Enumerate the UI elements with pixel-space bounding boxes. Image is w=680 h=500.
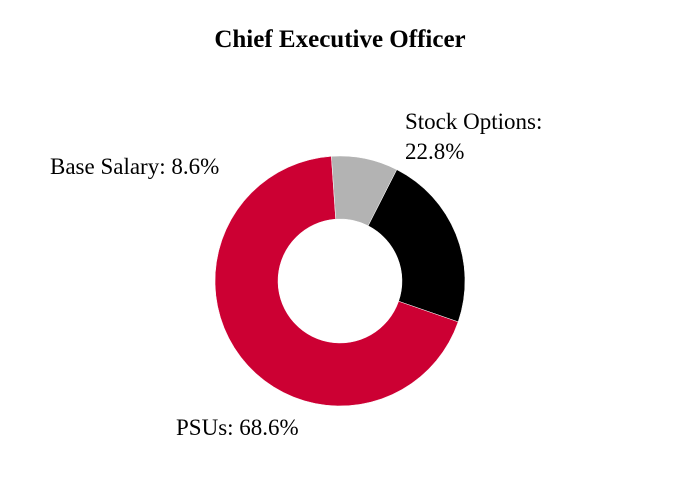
slice-label-stock-options: Stock Options: 22.8% <box>405 109 543 164</box>
slice-stock-options <box>367 169 466 323</box>
chart-title: Chief Executive Officer <box>214 26 466 53</box>
slice-base-salary <box>331 155 398 227</box>
slice-label-base-salary: Base Salary: 8.6% <box>50 154 220 179</box>
slice-psus <box>214 156 459 407</box>
donut-slices <box>214 155 466 407</box>
slice-label-psus: PSUs: 68.6% <box>176 415 299 440</box>
